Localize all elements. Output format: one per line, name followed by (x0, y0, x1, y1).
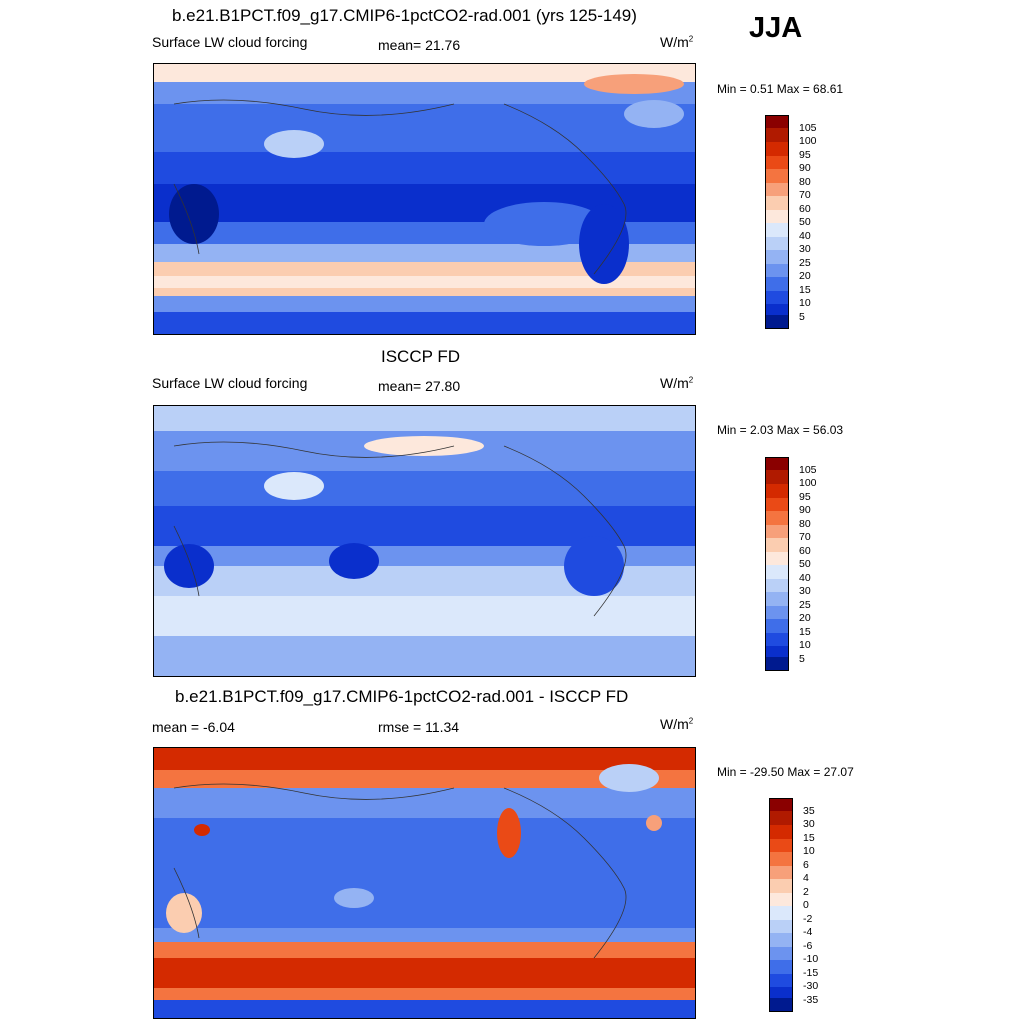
p1-cbar-label-8: 40 (799, 230, 811, 242)
panel3-rmse: rmse = 11.34 (378, 719, 460, 735)
p3-cbar-label-14: -35 (803, 994, 819, 1006)
p1-cbar-label-3: 90 (799, 162, 811, 174)
p1-cbar-label-7: 50 (799, 216, 811, 228)
panel2-mean: mean= 27.80 (378, 378, 461, 394)
p3-cbar-label-4: 6 (803, 859, 809, 871)
panel1-minmax: Min = 0.51 Max = 68.61 (717, 82, 844, 96)
panel3-title: b.e21.B1PCT.f09_g17.CMIP6-1pctCO2-rad.00… (175, 687, 629, 706)
p2-cbar-label-2: 95 (799, 491, 811, 503)
panel1-mean: mean= 21.76 (378, 37, 461, 53)
p1-cbar-label-5: 70 (799, 189, 811, 201)
p2-cbar-label-7: 50 (799, 558, 811, 570)
panel3-map (153, 747, 696, 1019)
panel1-title: b.e21.B1PCT.f09_g17.CMIP6-1pctCO2-rad.00… (172, 6, 637, 25)
p2-cbar-label-4: 80 (799, 518, 811, 530)
p2-cbar-label-11: 20 (799, 612, 811, 624)
p1-cbar-label-4: 80 (799, 176, 811, 188)
p1-cbar-label-11: 20 (799, 270, 811, 282)
p3-cbar-label-9: -4 (803, 926, 813, 938)
p2-cbar-label-3: 90 (799, 504, 811, 516)
p3-cbar-label-3: 10 (803, 845, 815, 857)
p2-cbar-label-13: 10 (799, 639, 811, 651)
p3-cbar-label-11: -10 (803, 953, 819, 965)
p3-cbar-label-1: 30 (803, 818, 815, 830)
p3-cbar-label-12: -15 (803, 967, 819, 979)
p1-cbar-label-1: 100 (799, 135, 817, 147)
p3-cbar-label-8: -2 (803, 913, 813, 925)
panel1-units: W/m2 (660, 34, 694, 50)
panel1-map (153, 63, 696, 335)
p1-cbar-label-10: 25 (799, 257, 811, 269)
panel3-units: W/m2 (660, 716, 694, 732)
p2-cbar-label-12: 15 (799, 626, 811, 638)
p1-cbar-label-12: 15 (799, 284, 811, 296)
p3-cbar-label-7: 0 (803, 899, 809, 911)
panel3-minmax: Min = -29.50 Max = 27.07 (717, 765, 854, 779)
panel3-mean: mean = -6.04 (152, 719, 235, 735)
p2-cbar-label-1: 100 (799, 477, 817, 489)
p3-cbar-label-6: 2 (803, 886, 809, 898)
panel2-units: W/m2 (660, 375, 694, 391)
p2-cbar-label-6: 60 (799, 545, 811, 557)
p2-cbar-label-8: 40 (799, 572, 811, 584)
season-label: JJA (749, 12, 803, 44)
p3-cbar-label-5: 4 (803, 872, 809, 884)
panel1-left-label: Surface LW cloud forcing (152, 34, 308, 50)
panel2-map (153, 405, 696, 677)
panel2-left-label: Surface LW cloud forcing (152, 375, 308, 391)
p1-cbar-label-6: 60 (799, 203, 811, 215)
p2-cbar-label-9: 30 (799, 585, 811, 597)
p3-cbar-label-0: 35 (803, 805, 815, 817)
p1-cbar-label-13: 10 (799, 297, 811, 309)
p2-cbar-label-5: 70 (799, 531, 811, 543)
p2-cbar-label-14: 5 (799, 653, 805, 665)
panel2-title: ISCCP FD (381, 347, 461, 366)
p1-cbar-label-9: 30 (799, 243, 811, 255)
p1-cbar-label-0: 105 (799, 122, 817, 134)
p3-cbar-label-10: -6 (803, 940, 813, 952)
p3-cbar-label-13: -30 (803, 980, 819, 992)
p3-cbar-label-2: 15 (803, 832, 815, 844)
p1-cbar-label-2: 95 (799, 149, 811, 161)
panel2-minmax: Min = 2.03 Max = 56.03 (717, 423, 844, 437)
p2-cbar-label-0: 105 (799, 464, 817, 476)
p2-cbar-label-10: 25 (799, 599, 811, 611)
p1-cbar-label-14: 5 (799, 311, 805, 323)
